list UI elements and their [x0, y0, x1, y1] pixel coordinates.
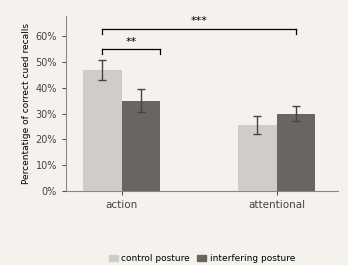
Bar — [121, 101, 160, 191]
Bar — [238, 125, 277, 191]
Y-axis label: Percentatige of correct cued recalls: Percentatige of correct cued recalls — [22, 23, 31, 184]
Legend: control posture, interfering posture: control posture, interfering posture — [105, 250, 299, 265]
Text: ***: *** — [190, 16, 207, 26]
Text: **: ** — [125, 37, 136, 47]
Bar — [83, 70, 121, 191]
Bar — [277, 114, 315, 191]
